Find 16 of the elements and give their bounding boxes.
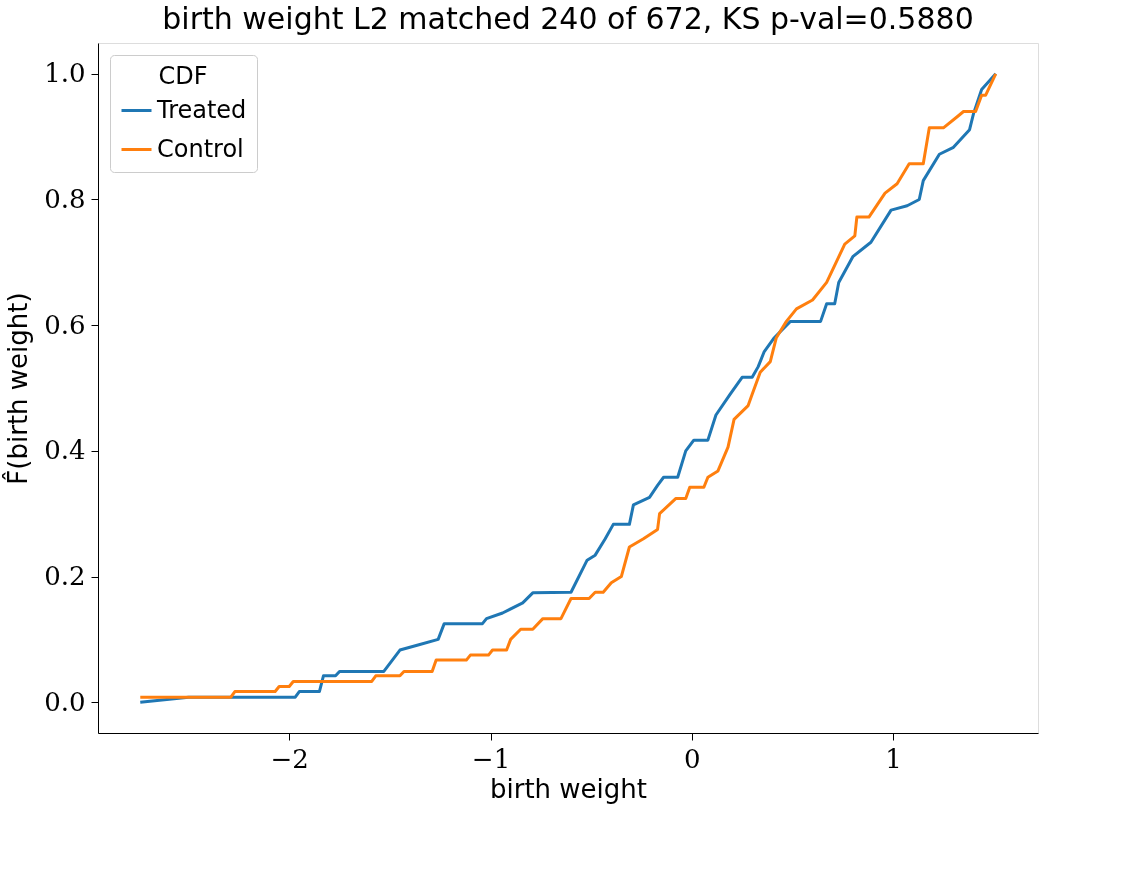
y-tick-label: 0.2 bbox=[44, 561, 86, 592]
legend-label: Control bbox=[157, 134, 244, 163]
y-tick-label: 0.4 bbox=[44, 435, 86, 466]
x-tick-label: −1 bbox=[471, 743, 511, 774]
x-tick-label: 1 bbox=[885, 743, 902, 774]
y-tick-label: 1.0 bbox=[44, 58, 86, 89]
y-tick-label: 0.0 bbox=[44, 686, 86, 717]
y-axis-title: F̂(birth weight) bbox=[2, 292, 34, 485]
chart-title: birth weight L2 matched 240 of 672, KS p-val=0.5880 bbox=[162, 1, 974, 36]
y-tick-label: 0.8 bbox=[44, 183, 86, 214]
x-axis-title: birth weight bbox=[489, 773, 648, 804]
x-tick-label: −2 bbox=[270, 743, 309, 774]
legend-label: Treated bbox=[156, 95, 247, 124]
legend-title: CDF bbox=[158, 62, 208, 90]
x-tick-label: 0 bbox=[684, 743, 701, 774]
y-tick-label: 0.6 bbox=[44, 309, 86, 340]
